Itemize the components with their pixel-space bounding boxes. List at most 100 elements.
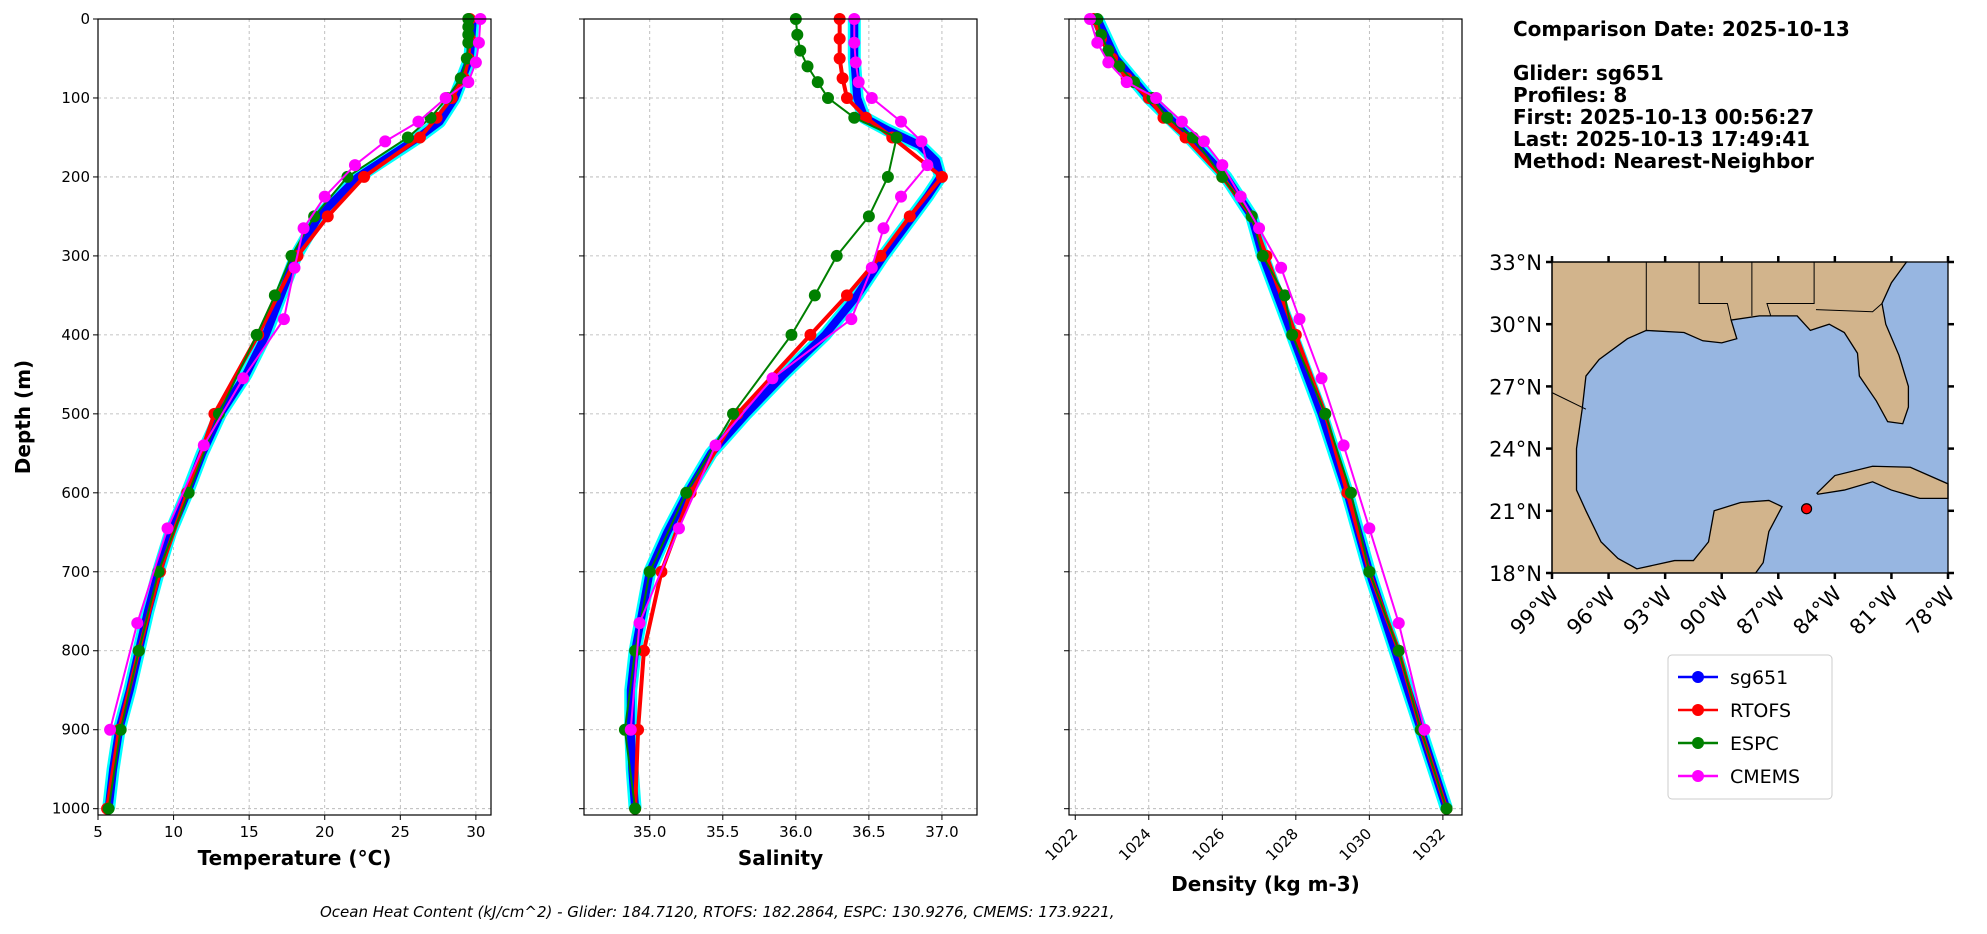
state-border: [1766, 262, 1815, 317]
espc-point: [401, 131, 414, 144]
espc-point: [890, 131, 903, 144]
espc-point: [102, 802, 115, 815]
cmems-point: [161, 522, 174, 535]
legend-marker-espc: [1692, 737, 1704, 749]
cmems-point: [1234, 190, 1247, 203]
rtofs-point: [840, 91, 853, 104]
espc-point: [643, 565, 656, 578]
rtofs-point: [358, 170, 371, 183]
espc-point: [308, 210, 321, 223]
espc-point: [132, 644, 145, 657]
map-x-tick-label: 81°W: [1845, 581, 1903, 639]
legend-label: CMEMS: [1730, 766, 1800, 788]
info-line: First: 2025-10-13 00:56:27: [1513, 105, 1814, 129]
cmems-point: [472, 36, 485, 49]
cmems-point: [1293, 313, 1306, 326]
rtofs-point: [840, 289, 853, 302]
cmems-point: [1102, 56, 1115, 69]
panel-1: 35.0 35.5 36.0 36.5 37.0 Salinity: [579, 13, 978, 870]
cmems-point: [131, 617, 144, 630]
land: [1551, 261, 1910, 574]
state-border: [1551, 392, 1587, 410]
axes-frame: [583, 18, 978, 816]
map-y-tick-label: 33°N: [1489, 251, 1542, 275]
legend-box: [1667, 654, 1833, 800]
map-y-tick-label: 30°N: [1489, 313, 1542, 337]
legend-marker-sg651: [1692, 671, 1704, 683]
cmems-point: [237, 372, 250, 385]
espc-point: [1286, 328, 1299, 341]
x-tick-label: 10: [164, 823, 183, 841]
y-tick-label: 0: [80, 10, 90, 28]
rtofs-point: [833, 52, 846, 65]
panel-2: 1022 1024 1026 1028 1030 1032 Density (kg m-3): [1042, 13, 1463, 896]
cmems-point: [1197, 135, 1210, 148]
x-tick-label: 36.0: [779, 823, 812, 841]
cmems-point: [849, 56, 862, 69]
legend-label: RTOFS: [1730, 700, 1791, 722]
cmems-point: [1275, 261, 1288, 274]
espc-point: [1363, 565, 1376, 578]
espc-point: [1278, 289, 1291, 302]
y-tick-label: 400: [61, 326, 90, 344]
y-tick-label: 300: [61, 247, 90, 265]
espc-point: [1186, 131, 1199, 144]
map-x-tick-label: 96°W: [1562, 581, 1620, 639]
cmems-point: [1253, 222, 1266, 235]
x-tick-label: 1030: [1336, 825, 1376, 865]
espc-point: [1216, 170, 1229, 183]
espc-point: [1113, 60, 1126, 73]
map-x-tick-label: 84°W: [1788, 581, 1846, 639]
cmems-point: [672, 522, 685, 535]
map-x-tick-label: 78°W: [1902, 581, 1960, 639]
x-tick-label: 25: [391, 823, 410, 841]
cmems-point: [197, 439, 210, 452]
map-frame: [1551, 261, 1949, 574]
espc-point: [830, 249, 843, 262]
cmems-point: [1216, 159, 1229, 172]
panel-0: 5 10 15 20 25 3001002003004005006007008009001…: [52, 10, 492, 870]
x-tick-label: 36.5: [852, 823, 885, 841]
x-tick-label: 35.5: [706, 823, 739, 841]
espc-point: [460, 52, 473, 65]
x-axis-label: Density (kg m-3): [1171, 872, 1360, 896]
cmems-point: [895, 190, 908, 203]
legend-marker-rtofs: [1692, 704, 1704, 716]
cmems-point: [104, 723, 117, 736]
state-border: [1698, 262, 1732, 321]
cmems-point: [1315, 372, 1328, 385]
espc-point: [268, 289, 281, 302]
map-x-tick-label: 99°W: [1506, 581, 1564, 639]
x-tick-label: 20: [315, 823, 334, 841]
state-border: [1815, 303, 1883, 313]
cmems-point: [297, 222, 310, 235]
espc-point: [1102, 44, 1115, 57]
axes-frame: [1068, 18, 1463, 816]
cmems-point: [318, 190, 331, 203]
cmems-point: [1363, 522, 1376, 535]
cmems-point: [865, 261, 878, 274]
info-line: Comparison Date: 2025-10-13: [1513, 17, 1850, 41]
map-x-tick-label: 93°W: [1619, 581, 1677, 639]
rtofs-point: [903, 210, 916, 223]
cmems-point: [1150, 91, 1163, 104]
espc-point: [848, 111, 861, 124]
x-tick-label: 5: [93, 823, 103, 841]
cmems-point: [709, 439, 722, 452]
cmems-point: [633, 617, 646, 630]
espc-point: [680, 486, 693, 499]
cuba-land: [1816, 465, 1949, 500]
legend-label: sg651: [1730, 667, 1788, 689]
espc-point: [629, 802, 642, 815]
espc-point: [1319, 407, 1332, 420]
espc-point: [462, 36, 475, 49]
cmems-point: [412, 115, 425, 128]
y-tick-label: 700: [61, 563, 90, 581]
cmems-point: [766, 372, 779, 385]
cmems-point: [1175, 115, 1188, 128]
cmems-point: [915, 135, 928, 148]
legend: sg651 RTOFS ESPC CMEMS: [1667, 654, 1833, 800]
espc-point: [1344, 486, 1357, 499]
y-tick-label: 1000: [52, 800, 90, 818]
rtofs-point: [836, 72, 849, 85]
